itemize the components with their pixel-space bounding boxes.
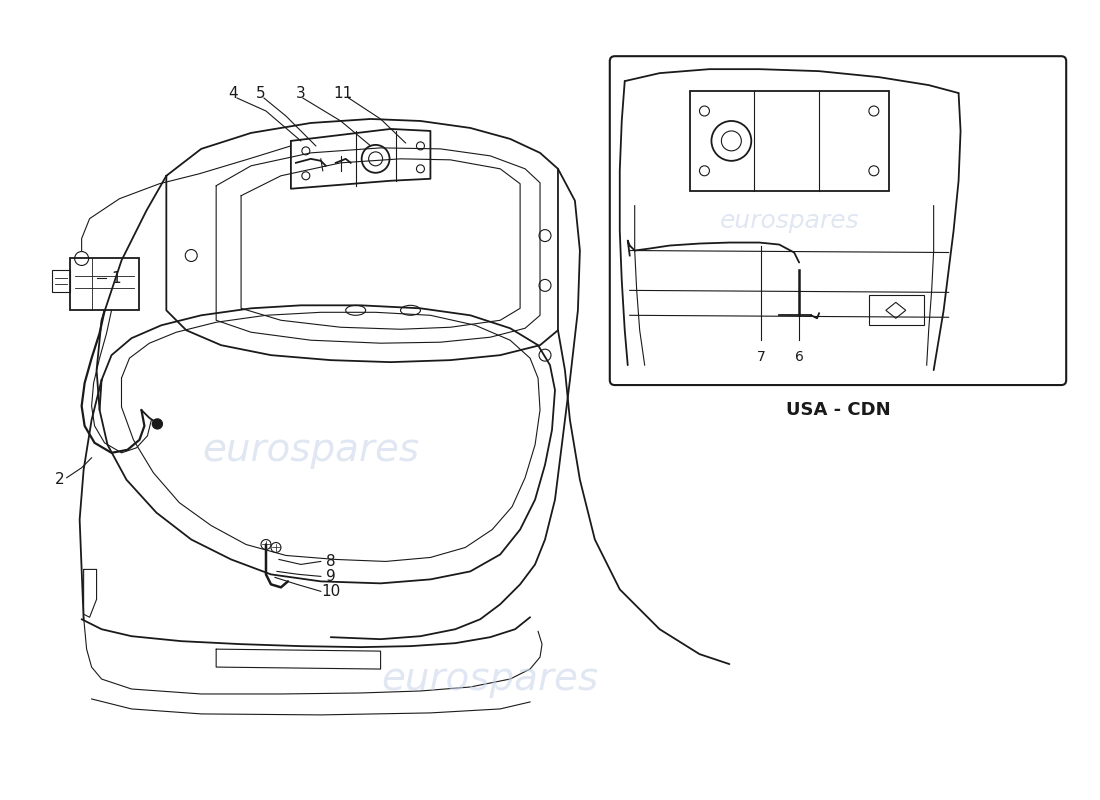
Text: 2: 2	[55, 472, 65, 487]
Text: 8: 8	[326, 554, 336, 569]
Text: 11: 11	[333, 86, 352, 101]
Text: 3: 3	[296, 86, 306, 101]
Text: eurospares: eurospares	[382, 660, 598, 698]
Text: 9: 9	[326, 569, 336, 584]
Text: 4: 4	[229, 86, 238, 101]
Text: eurospares: eurospares	[202, 431, 419, 469]
Text: 1: 1	[112, 271, 121, 286]
Circle shape	[153, 419, 163, 429]
FancyBboxPatch shape	[609, 56, 1066, 385]
Text: 7: 7	[757, 350, 766, 364]
Text: eurospares: eurospares	[719, 209, 859, 233]
Text: USA - CDN: USA - CDN	[785, 401, 890, 419]
Text: 6: 6	[794, 350, 804, 364]
Text: 5: 5	[256, 86, 266, 101]
Text: 10: 10	[321, 584, 340, 599]
